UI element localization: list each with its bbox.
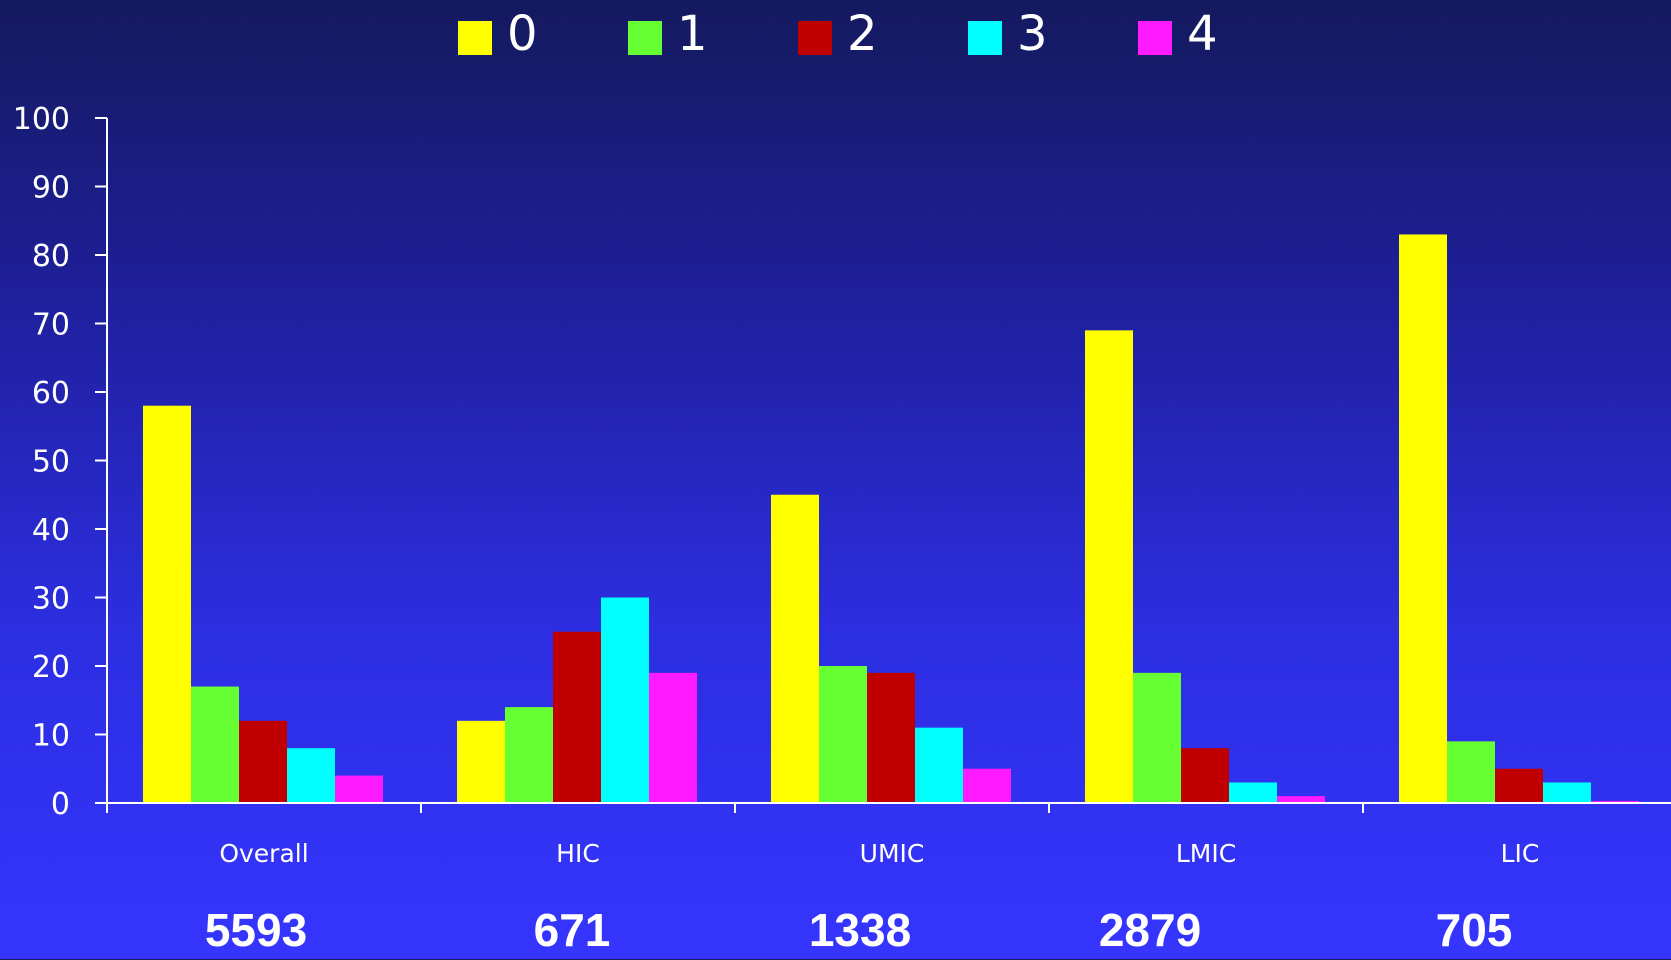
bar-hic-series-1 xyxy=(505,707,553,803)
bar-lmic-series-2 xyxy=(1181,748,1229,803)
bar-hic-series-4 xyxy=(649,672,697,803)
x-category-label-hic: HIC xyxy=(556,839,600,868)
y-tick-label-100: 100 xyxy=(13,102,70,137)
legend-label-2: 2 xyxy=(847,6,878,62)
legend-label-3: 3 xyxy=(1017,6,1048,62)
bar-umic-series-0 xyxy=(771,494,819,803)
x-category-label-lic: LIC xyxy=(1501,839,1540,868)
bar-lmic-series-3 xyxy=(1229,782,1277,803)
bar-overall-series-4 xyxy=(335,775,383,803)
bar-lic-series-2 xyxy=(1495,768,1543,803)
legend-swatch-0 xyxy=(458,21,492,55)
legend-swatch-2 xyxy=(798,21,832,55)
y-tick-label-40: 40 xyxy=(32,513,70,548)
y-tick-label-0: 0 xyxy=(51,787,70,822)
bar-hic-series-3 xyxy=(601,597,649,803)
count-label-lmic: 2879 xyxy=(1098,904,1202,956)
bar-lmic-series-4 xyxy=(1277,796,1325,803)
count-label-hic: 671 xyxy=(533,904,611,956)
count-label-umic: 1338 xyxy=(808,904,912,956)
bar-umic-series-3 xyxy=(915,727,963,803)
legend-label-4: 4 xyxy=(1187,6,1218,62)
bar-umic-series-4 xyxy=(963,768,1011,803)
legend-label-1: 1 xyxy=(677,6,708,62)
x-category-label-overall: Overall xyxy=(219,839,308,868)
bar-lic-series-3 xyxy=(1543,782,1591,803)
legend: 0 1 2 3 4 xyxy=(0,0,1671,70)
bar-umic-series-2 xyxy=(867,672,915,803)
y-tick-label-60: 60 xyxy=(32,376,70,411)
x-category-label-lmic: LMIC xyxy=(1176,839,1236,868)
bar-lmic-series-1 xyxy=(1133,672,1181,803)
x-category-label-umic: UMIC xyxy=(860,839,925,868)
y-tick-label-50: 50 xyxy=(32,445,70,480)
count-label-lic: 705 xyxy=(1435,904,1513,956)
bar-overall-series-1 xyxy=(191,686,239,803)
bar-overall-series-0 xyxy=(143,405,191,803)
count-label-overall: 5593 xyxy=(204,904,308,956)
legend-swatch-3 xyxy=(968,21,1002,55)
category-counts: 5593 671 1338 2879 705 xyxy=(0,900,1671,959)
bar-lmic-series-0 xyxy=(1085,330,1133,803)
bar-umic-series-1 xyxy=(819,666,867,803)
bar-lic-series-1 xyxy=(1447,741,1495,803)
legend-swatch-1 xyxy=(628,21,662,55)
bar-lic-series-0 xyxy=(1399,234,1447,803)
y-tick-label-80: 80 xyxy=(32,239,70,274)
legend-label-0: 0 xyxy=(507,6,538,62)
y-tick-label-90: 90 xyxy=(32,171,70,206)
y-tick-label-30: 30 xyxy=(32,582,70,617)
y-tick-label-70: 70 xyxy=(32,308,70,343)
y-tick-label-20: 20 xyxy=(32,650,70,685)
bar-hic-series-2 xyxy=(553,631,601,803)
bar-hic-series-0 xyxy=(457,720,505,803)
bar-lic-series-4 xyxy=(1591,800,1639,803)
bar-overall-series-3 xyxy=(287,748,335,803)
legend-swatch-4 xyxy=(1138,21,1172,55)
y-tick-label-10: 10 xyxy=(32,719,70,754)
bar-overall-series-2 xyxy=(239,720,287,803)
